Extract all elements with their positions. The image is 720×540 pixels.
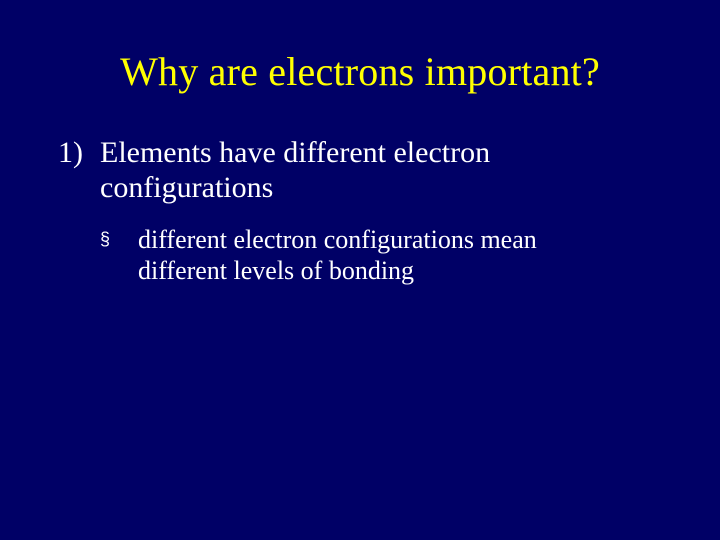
list-subitem: § different electron configurations mean… <box>100 224 660 286</box>
slide-title: Why are electrons important? <box>0 0 720 135</box>
slide-body: 1) Elements have different electron conf… <box>0 135 720 286</box>
bullet-icon: § <box>100 224 138 286</box>
slide: Why are electrons important? 1) Elements… <box>0 0 720 540</box>
list-subtext: different electron configurations mean d… <box>138 224 660 286</box>
list-item: 1) Elements have different electron conf… <box>58 135 660 206</box>
list-marker: 1) <box>58 135 100 206</box>
list-text: Elements have different electron configu… <box>100 135 660 206</box>
